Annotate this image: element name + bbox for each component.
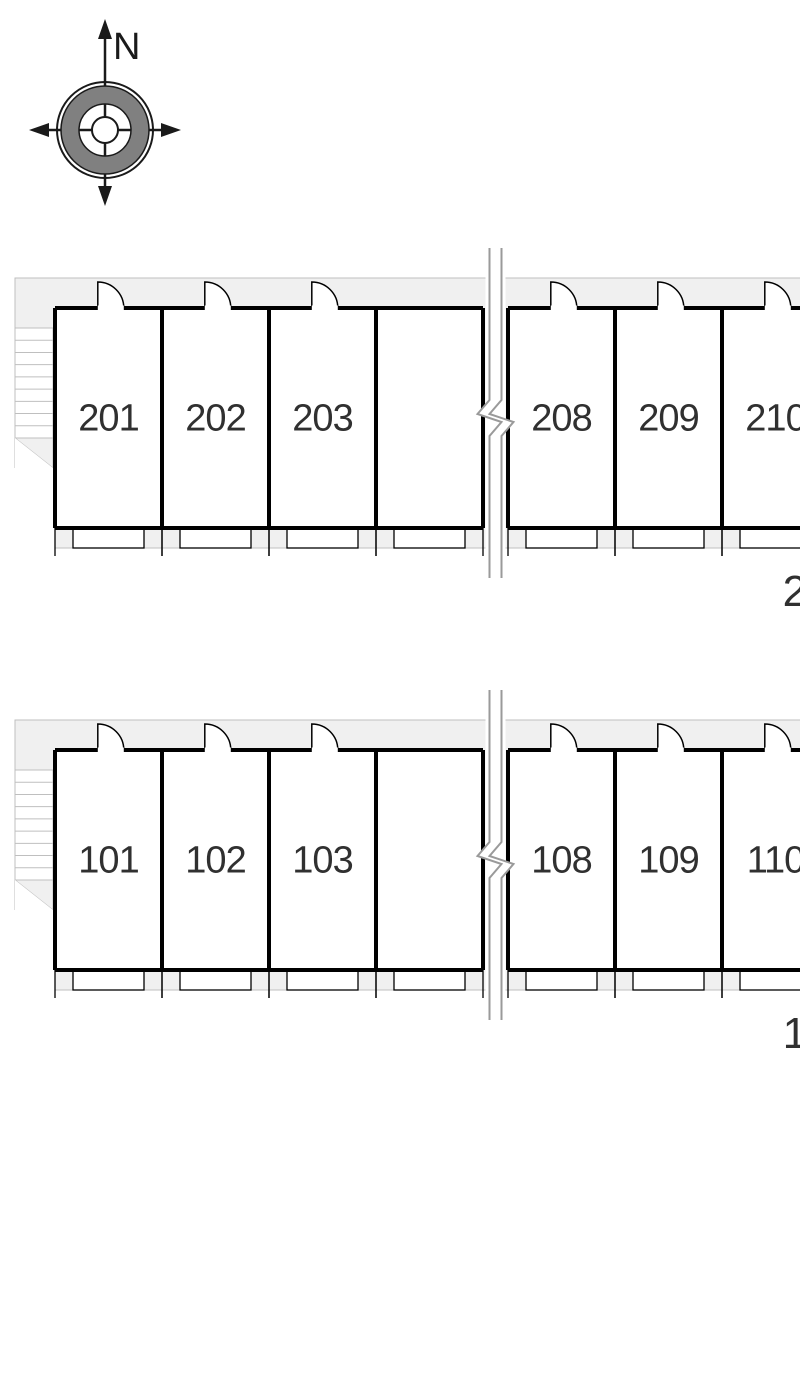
- room-label: 108: [531, 840, 591, 882]
- room-label: 102: [185, 840, 245, 882]
- room-label: 103: [292, 840, 352, 882]
- room-label: 210: [745, 398, 800, 440]
- room-label: 203: [292, 398, 352, 440]
- room-label: 208: [531, 398, 591, 440]
- room-label: 209: [638, 398, 698, 440]
- room-label: 202: [185, 398, 245, 440]
- floor-plan-page: N2012022032082092102F1011021031081091101…: [0, 0, 800, 1373]
- room-label: 201: [78, 398, 138, 440]
- room-label: 101: [78, 840, 138, 882]
- floor-2f: 201 202 203 208 209 210 2F: [13, 248, 800, 616]
- floor-label: 2F: [783, 567, 800, 616]
- room-label: 110: [747, 840, 800, 882]
- floor-1f: 101 102 103 108 109 110 1F: [13, 690, 800, 1058]
- floor-label: 1F: [783, 1009, 800, 1058]
- room-label: 109: [638, 840, 698, 882]
- compass-north-label: N: [113, 26, 140, 68]
- floor-plan-svg: N2012022032082092102F1011021031081091101…: [0, 0, 800, 1373]
- compass: N: [29, 19, 181, 206]
